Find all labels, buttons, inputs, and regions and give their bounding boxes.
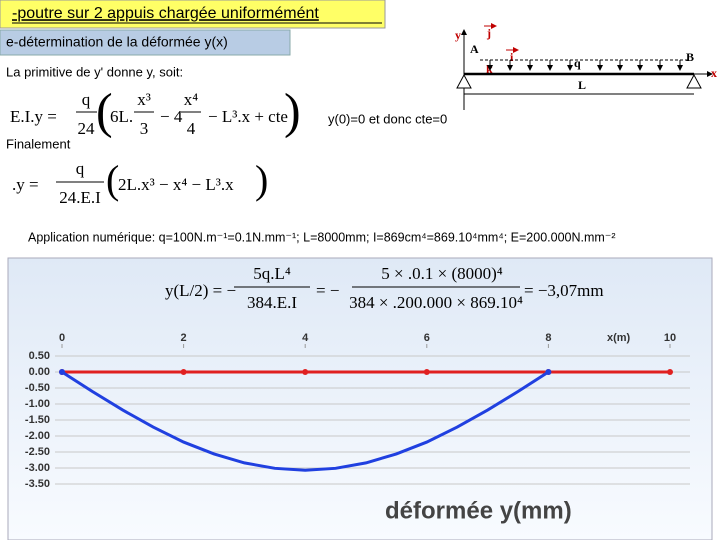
title: -poutre sur 2 appuis chargée uniformémén… — [12, 5, 319, 22]
eq-part: 384 × .200.000 × 869.10⁴ — [349, 293, 523, 312]
eq-part: E.I.y = — [10, 107, 57, 126]
y-tick-label: -2.00 — [25, 430, 50, 442]
eq-part: 6L. — [110, 107, 133, 126]
eq-part: .y = — [12, 175, 39, 194]
eq-part: 24.E.I — [59, 188, 101, 207]
eq-part: 2L.x³ − x⁴ − L³.x — [118, 175, 234, 194]
y-tick-label: -3.00 — [25, 462, 50, 474]
eq-part: y(L/2) = − — [165, 281, 236, 300]
x-tick-label: 10 — [664, 332, 676, 344]
load-arrows — [487, 60, 683, 71]
point — [423, 369, 430, 375]
y-tick-label: -1.00 — [25, 398, 50, 410]
eq-part: 5 × .0.1 × (8000)⁴ — [381, 264, 502, 283]
point — [302, 369, 309, 375]
diagram-label: A — [470, 42, 479, 56]
eq-part: 24 — [78, 119, 96, 138]
condition-text: y(0)=0 et donc cte=0 — [328, 111, 447, 126]
diagram-label: i — [510, 50, 514, 64]
eq-part: 5q.L⁴ — [253, 264, 291, 283]
eq-part: 4 — [187, 119, 196, 138]
diagram-label: q — [574, 56, 581, 70]
diagram-label: B — [686, 50, 694, 64]
x-tick-label: 8 — [545, 332, 551, 344]
eq-part: ) — [284, 82, 301, 138]
equation-3: y(L/2) = − 5q.L⁴ 384.E.I = − 5 × .0.1 × … — [165, 264, 604, 312]
application-text: Application numérique: q=100N.m⁻¹=0.1N.m… — [28, 230, 616, 244]
chart-background — [7, 257, 713, 540]
point — [667, 369, 673, 375]
finally-text: Finalement — [6, 136, 71, 151]
eq-part: x³ — [137, 90, 151, 109]
y-tick-label: 0.50 — [29, 350, 50, 362]
x-axis-label: x(m) — [607, 332, 631, 344]
plot: 0.50 0.00 -0.50 -1.00 -1.50 -2.00 -2.50 -3.00 -3… — [25, 332, 690, 490]
eq-part: q — [82, 90, 91, 109]
series-line — [61, 370, 550, 472]
chart-title: déformée y(mm) — [385, 497, 572, 524]
eq-part: q — [76, 159, 85, 178]
point — [180, 369, 187, 375]
eq-part: x⁴ — [184, 90, 199, 109]
point — [59, 369, 65, 375]
x-tick-label: 4 — [302, 332, 309, 344]
subtitle: e-détermination de la déformée y(x) — [6, 34, 228, 50]
eq-part: − 4 — [160, 107, 183, 126]
intro-text: La primitive de y' donne y, soit: — [6, 64, 183, 79]
eq-part: ( — [96, 82, 113, 138]
eq-part: 384.E.I — [247, 293, 297, 312]
eq-part: ( — [106, 157, 119, 202]
subtitle-box — [0, 29, 291, 56]
diagram-label: x — [711, 66, 717, 80]
y-tick-label: -2.50 — [25, 446, 50, 458]
diagram-label: y — [455, 28, 461, 42]
x-tick-label: 2 — [181, 332, 187, 344]
x-tick-label: 0 — [59, 332, 65, 344]
eq-part: 3 — [140, 119, 149, 138]
y-tick-label: -1.50 — [25, 414, 50, 426]
equation-1: E.I.y = q 24 ( 6L. x³ 3 − 4 x⁴ 4 − L³.x … — [10, 82, 301, 138]
x-tick-label: 6 — [424, 332, 430, 344]
beam-diagram: y j A i k q B x L — [455, 23, 717, 110]
y-tick-label: 0.00 — [29, 366, 50, 378]
y-tick-label: -3.50 — [25, 478, 50, 490]
eq-part: ) — [255, 157, 268, 202]
eq-part: = − — [316, 281, 339, 300]
eq-part: = −3,07mm — [524, 281, 604, 300]
diagram-label: L — [578, 78, 586, 92]
point — [545, 369, 552, 375]
diagram-label: j — [486, 26, 491, 40]
y-tick-label: -0.50 — [25, 382, 50, 394]
equation-2: .y = q 24.E.I ( 2L.x³ − x⁴ − L³.x ) — [12, 157, 268, 207]
supports — [456, 73, 702, 89]
eq-part: − L³.x + cte — [208, 107, 288, 126]
